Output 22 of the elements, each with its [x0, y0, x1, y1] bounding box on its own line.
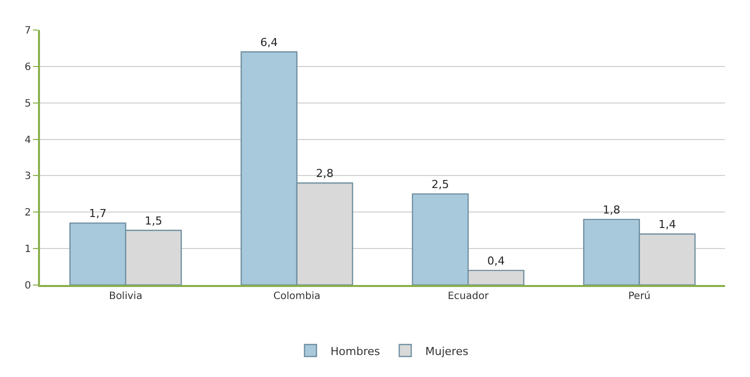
y-tick-label: 6	[24, 62, 31, 73]
x-tick-label: Ecuador	[448, 291, 490, 302]
legend-label: Hombres	[330, 344, 380, 358]
y-tick-label: 7	[24, 26, 31, 36]
y-tick-label: 2	[24, 208, 31, 219]
data-label: 0,4	[487, 254, 505, 268]
y-tick-label: 5	[24, 98, 31, 110]
data-label: 2,5	[432, 178, 450, 191]
y-tick-label: 0	[24, 280, 31, 292]
data-label: 1,4	[658, 218, 676, 231]
x-tick-label: Perú	[628, 291, 651, 302]
y-tick-label: 1	[24, 244, 31, 256]
y-tick-label: 4	[24, 134, 31, 146]
x-tick-label: Bolivia	[108, 291, 142, 302]
data-label: 1,5	[144, 214, 162, 228]
data-label: 6,4	[260, 36, 278, 49]
data-label: 1,8	[602, 203, 620, 216]
y-tick-label: 3	[24, 171, 31, 182]
legend-label: Mujeres	[425, 344, 469, 358]
data-label: 2,8	[316, 167, 334, 180]
data-label: 1,7	[89, 207, 107, 220]
x-tick-label: Colombia	[273, 291, 320, 302]
